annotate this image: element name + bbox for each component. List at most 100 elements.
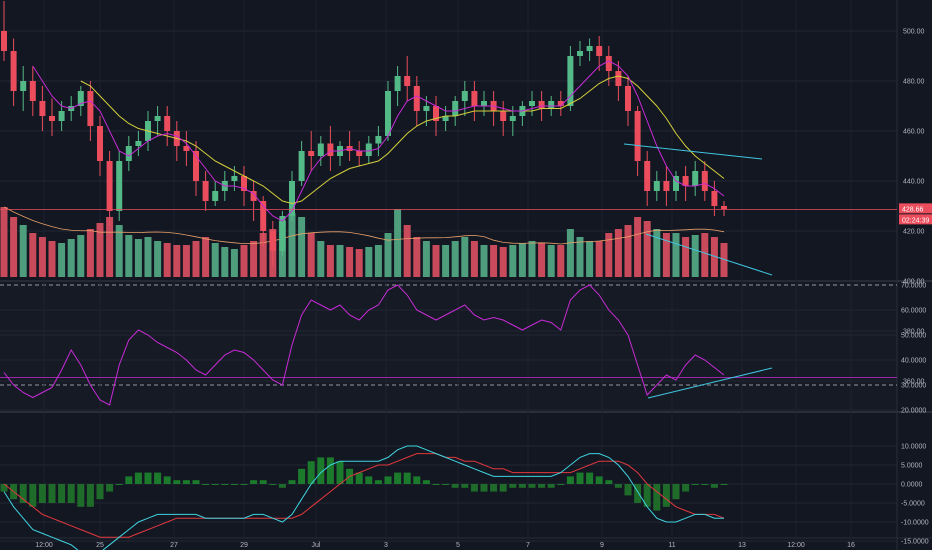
macd-histogram-bar (614, 484, 622, 488)
volume-bar (518, 243, 526, 277)
macd-histogram-bar (336, 461, 344, 484)
trend-lines[interactable] (623, 143, 773, 399)
candle-body (365, 143, 372, 156)
time-tick-label: 3 (384, 542, 388, 549)
candle-body (308, 151, 315, 156)
last-price-tag (899, 203, 932, 214)
candle-body (548, 101, 555, 109)
candle-body (433, 106, 439, 121)
macd-histogram-bar (144, 472, 152, 484)
volume-bar (586, 241, 594, 277)
macd-histogram-bar (355, 472, 363, 484)
candle-body (269, 231, 276, 251)
volume-bar (614, 229, 622, 277)
macd-histogram-bar (662, 484, 670, 507)
price-tick-label: 400.00 (903, 279, 925, 286)
candle (260, 196, 267, 246)
candle (97, 116, 103, 176)
volume-bar (134, 239, 142, 277)
candle-body (673, 176, 679, 191)
candle (490, 91, 497, 126)
candle (375, 126, 382, 156)
volume-bar (48, 241, 56, 277)
macd-histogram-bar (106, 484, 114, 492)
candle (279, 211, 286, 256)
time-tick-label: 29 (240, 542, 248, 549)
price-tick-label: 440.00 (903, 179, 925, 186)
macd-tick-label: 10.0000 (901, 444, 926, 451)
candle (39, 86, 46, 131)
volume-bar (576, 237, 584, 277)
volume-bar (317, 241, 325, 277)
candle-body (317, 143, 324, 156)
macd-histogram-bar (259, 480, 267, 484)
candle-body (442, 116, 449, 121)
macd-histogram-bar (67, 484, 75, 503)
candle (231, 166, 238, 191)
volume-bar (384, 233, 392, 277)
macd-histogram-bar (58, 484, 66, 503)
candle (721, 201, 727, 216)
candle-body (481, 101, 487, 106)
candle (212, 181, 219, 206)
volume-bar (566, 229, 574, 277)
macd-histogram-bar (19, 484, 27, 503)
candle-body (20, 81, 27, 91)
candle (481, 91, 487, 116)
candle (356, 141, 363, 166)
volume-bar (38, 237, 46, 277)
rsi-pane (0, 284, 897, 406)
candle-body (423, 106, 430, 111)
volume-bar (499, 247, 507, 277)
macd-histogram-bar (701, 484, 709, 485)
macd-histogram-bar (470, 484, 478, 492)
volume-bar (624, 225, 632, 277)
volume-bar (451, 241, 459, 277)
macd-tick-label: -5.0000 (901, 501, 925, 508)
candle (605, 46, 612, 86)
candle-body (135, 141, 142, 146)
macd-histogram-bar (250, 480, 258, 484)
volume-bar (163, 243, 171, 277)
candle (337, 141, 343, 166)
countdown-value: 02:24:39 (902, 217, 929, 224)
candle (164, 106, 171, 146)
candle (557, 91, 564, 116)
candle (663, 166, 670, 206)
candle-body (106, 161, 113, 211)
candle-body (125, 146, 132, 161)
rsi-tick-label: 70.0000 (901, 283, 926, 290)
moving-averages (0, 60, 897, 222)
macd-histogram-bar (317, 457, 325, 484)
macd-histogram-bar (154, 472, 162, 484)
macd-histogram-bar (691, 484, 699, 485)
macd-histogram-bar (182, 480, 190, 484)
macd-histogram-bar (307, 461, 315, 484)
volume-bar (19, 225, 27, 277)
candle-body (596, 46, 603, 56)
candle (413, 76, 420, 126)
macd-pane (0, 445, 728, 550)
candle-body (250, 191, 257, 201)
candle-body (260, 201, 267, 231)
rsi-trend-line (647, 367, 773, 399)
macd-histogram-bar (134, 472, 142, 484)
candle-body (356, 151, 363, 156)
countdown-tag (899, 214, 932, 225)
candle (125, 136, 132, 171)
volume-bar (182, 245, 190, 277)
volume-bar (67, 239, 75, 277)
volume-trend-line (645, 233, 773, 276)
time-tick-label: 7 (526, 542, 530, 549)
volume-bar (346, 247, 354, 277)
candle-body (557, 101, 564, 106)
candle-body (193, 151, 199, 181)
candle-body (500, 111, 507, 121)
candle (394, 66, 401, 106)
volume-bar (77, 235, 85, 277)
candle (519, 101, 526, 126)
macd-histogram-bar (202, 484, 210, 485)
price-trend-line (623, 143, 763, 160)
